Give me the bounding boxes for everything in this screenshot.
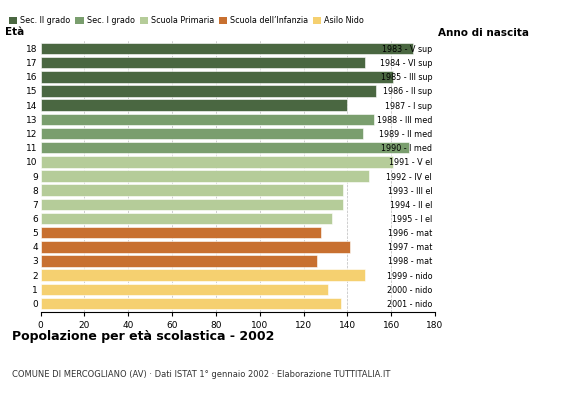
Bar	[41, 227, 321, 238]
Text: Anno di nascita: Anno di nascita	[438, 28, 529, 38]
Bar	[41, 71, 393, 83]
Bar	[41, 43, 413, 54]
Text: COMUNE DI MERCOGLIANO (AV) · Dati ISTAT 1° gennaio 2002 · Elaborazione TUTTITALI: COMUNE DI MERCOGLIANO (AV) · Dati ISTAT …	[12, 370, 390, 379]
Bar	[41, 99, 347, 111]
Bar	[41, 269, 365, 281]
Bar	[41, 170, 369, 182]
Bar	[41, 85, 376, 97]
Bar	[41, 241, 350, 253]
Bar	[41, 142, 409, 154]
Bar	[41, 156, 393, 168]
Bar	[41, 255, 317, 267]
Bar	[41, 298, 341, 309]
Bar	[41, 114, 374, 125]
Bar	[41, 57, 365, 68]
Bar	[41, 198, 343, 210]
Text: Età: Età	[5, 27, 24, 37]
Legend: Sec. II grado, Sec. I grado, Scuola Primaria, Scuola dell’Infanzia, Asilo Nido: Sec. II grado, Sec. I grado, Scuola Prim…	[9, 16, 364, 25]
Bar	[41, 128, 362, 139]
Bar	[41, 213, 332, 224]
Bar	[41, 284, 328, 295]
Text: Popolazione per età scolastica - 2002: Popolazione per età scolastica - 2002	[12, 330, 274, 343]
Bar	[41, 184, 343, 196]
